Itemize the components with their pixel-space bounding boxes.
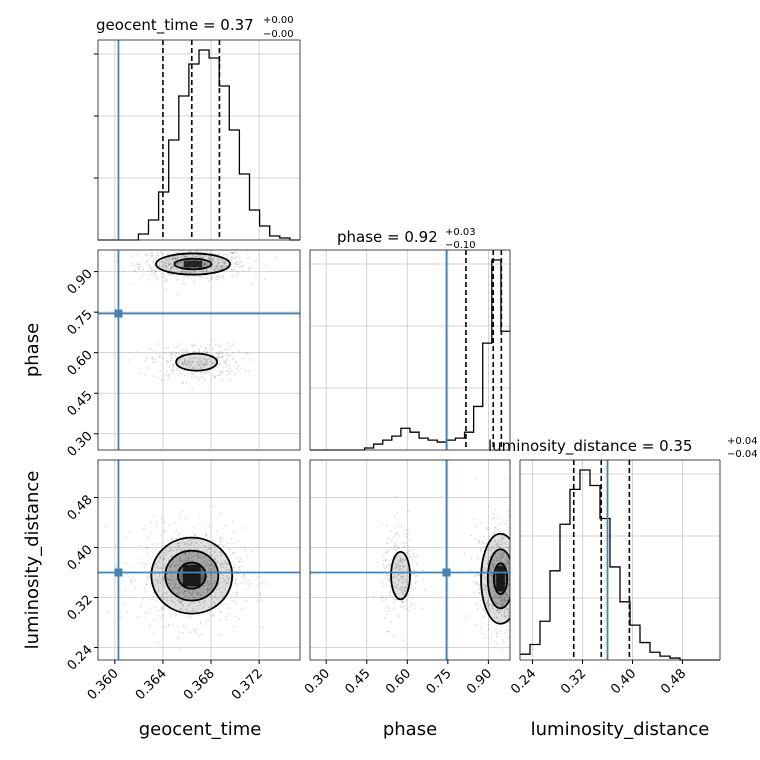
density-geocent_time-luminosity_distance	[105, 505, 268, 652]
title-luminosity-distance: luminosity_distance = 0.35	[488, 437, 692, 456]
y-tick-label-luminosity_distance: 0.24	[65, 643, 96, 674]
y-tick-label-phase: 0.60	[65, 348, 96, 379]
histogram-luminosity_distance	[520, 469, 720, 661]
x-tick-label-phase: 0.60	[383, 666, 414, 697]
contour	[480, 532, 510, 625]
panel-frame	[97, 39, 301, 241]
y-tick-label-luminosity_distance: 0.48	[65, 493, 96, 524]
xlabel-phase: phase	[383, 719, 437, 740]
y-tick-label-phase: 0.75	[65, 307, 96, 338]
title-luminosity-distance-upper: +0.04	[727, 436, 758, 447]
panel-frame	[309, 459, 511, 661]
histogram-geocent_time	[98, 49, 300, 241]
x-tick-label-geocent_time: 0.368	[181, 666, 218, 703]
contour	[390, 550, 411, 601]
x-tick-label-luminosity_distance: 0.48	[658, 666, 689, 697]
contour	[175, 352, 219, 372]
y-tick-label-phase: 0.90	[65, 267, 96, 298]
x-tick-label-phase: 0.90	[464, 666, 495, 697]
x-tick-label-geocent_time: 0.360	[85, 666, 122, 703]
panel-frame	[309, 249, 511, 451]
density-phase-luminosity_distance	[372, 477, 510, 651]
xlabel-geocent-time: geocent_time	[139, 719, 262, 740]
ylabel-luminosity-distance: luminosity_distance	[22, 471, 43, 650]
density-peak	[183, 260, 203, 268]
x-tick-label-luminosity_distance: 0.24	[508, 666, 539, 697]
x-tick-label-phase: 0.30	[302, 666, 333, 697]
panel-frame	[97, 249, 301, 451]
x-tick-label-phase: 0.75	[424, 666, 455, 697]
injection-marker	[442, 568, 451, 577]
histogram-phase	[310, 259, 510, 451]
title-geocent-time-lower: −0.00	[263, 29, 294, 40]
x-tick-label-luminosity_distance: 0.32	[558, 666, 589, 697]
x-tick-label-geocent_time: 0.372	[229, 666, 266, 703]
x-tick-label-luminosity_distance: 0.40	[608, 666, 639, 697]
density-peak	[496, 566, 505, 592]
y-tick-label-luminosity_distance: 0.32	[65, 593, 96, 624]
y-tick-label-phase: 0.45	[65, 388, 96, 419]
title-luminosity-distance-lower: −0.04	[727, 449, 758, 460]
title-phase: phase = 0.92	[337, 228, 438, 246]
xlabel-luminosity-distance: luminosity_distance	[531, 719, 710, 740]
title-geocent-time-upper: +0.00	[263, 15, 294, 26]
injection-marker	[114, 309, 123, 318]
density-peak	[182, 564, 201, 587]
title-geocent-time: geocent_time = 0.37	[96, 16, 254, 35]
injection-marker	[114, 568, 123, 577]
title-phase-upper: +0.03	[445, 227, 476, 238]
title-phase-lower: −0.10	[445, 240, 476, 251]
x-tick-label-geocent_time: 0.364	[133, 666, 170, 703]
density-geocent_time-phase	[100, 250, 278, 391]
y-tick-label-luminosity_distance: 0.40	[65, 543, 96, 574]
ylabel-phase: phase	[22, 323, 43, 377]
y-tick-label-phase: 0.30	[65, 429, 96, 460]
panel-frame	[519, 459, 721, 661]
panel-frame	[97, 459, 301, 661]
x-tick-label-phase: 0.45	[343, 666, 374, 697]
